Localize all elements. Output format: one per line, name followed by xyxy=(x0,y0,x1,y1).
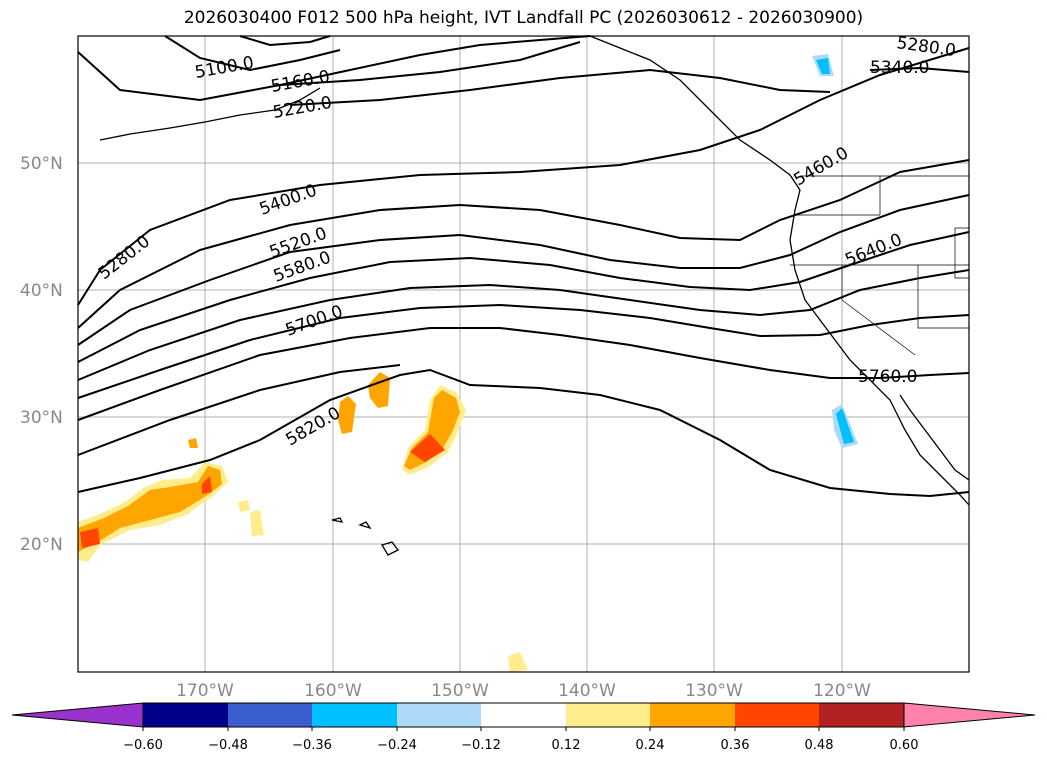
ivt-shading xyxy=(78,54,858,672)
lat-label-20n: 20°N xyxy=(20,535,63,555)
contour-label-5760: 5760.0 xyxy=(858,367,917,387)
contour-label-5340: 5340.0 xyxy=(870,58,929,78)
colorbar-tick-neg012: −0.12 xyxy=(461,738,501,753)
ivt-small2 xyxy=(250,510,264,536)
lon-label-120w: 120°W xyxy=(813,681,871,701)
lon-label-130w: 130°W xyxy=(685,681,743,701)
colorbar: −0.60 −0.48 −0.36 −0.24 −0.12 0.12 0.24 … xyxy=(11,702,1036,753)
ivt-neg2-core xyxy=(816,58,830,74)
colorbar-tick-neg060: −0.60 xyxy=(123,738,163,753)
ivt-max-west xyxy=(80,528,100,548)
colorbar-extend-left xyxy=(11,702,144,728)
contour-label-5220: 5220.0 xyxy=(271,93,333,123)
ivt-area-north xyxy=(338,396,356,434)
map-frame xyxy=(77,35,970,673)
gridlines xyxy=(78,36,969,672)
lat-labels: 20°N 30°N 40°N 50°N xyxy=(20,154,63,555)
colorbar-bin-1 xyxy=(143,703,228,727)
colorbar-bin-2 xyxy=(228,703,312,727)
colorbar-bin-5 xyxy=(481,703,566,727)
contour-label-5100: 5100.0 xyxy=(193,53,255,83)
ivt-max-center xyxy=(410,434,445,462)
colorbar-tick-024: 0.24 xyxy=(636,738,665,753)
ivt-area-west-core xyxy=(78,466,222,552)
colorbar-bin-7 xyxy=(650,703,735,727)
lon-label-150w: 150°W xyxy=(431,681,489,701)
colorbar-bin-8 xyxy=(735,703,819,727)
lon-label-160w: 160°W xyxy=(304,681,362,701)
lat-label-50n: 50°N xyxy=(20,154,63,174)
colorbar-tick-neg048: −0.48 xyxy=(208,738,248,753)
colorbar-bin-4 xyxy=(397,703,481,727)
ivt-small4 xyxy=(508,652,528,672)
chart-title: 2026030400 F012 500 hPa height, IVT Land… xyxy=(183,8,864,28)
ivt-max-west2 xyxy=(202,476,212,494)
contour-label-5280-west: 5280.0 xyxy=(95,232,154,284)
colorbar-extend-right xyxy=(903,702,1036,728)
ivt-small3 xyxy=(188,438,198,448)
contour-label-5460: 5460.0 xyxy=(791,143,853,190)
colorbar-tick-048: 0.48 xyxy=(805,738,834,753)
colorbar-bin-9 xyxy=(819,703,904,727)
lat-label-40n: 40°N xyxy=(20,281,63,301)
colorbar-tick-neg036: −0.36 xyxy=(292,738,332,753)
colorbar-bin-3 xyxy=(312,703,397,727)
ivt-neg1-core xyxy=(836,408,854,444)
colorbar-tick-060: 0.60 xyxy=(890,738,919,753)
contour-label-5160: 5160.0 xyxy=(269,67,331,97)
lat-label-30n: 30°N xyxy=(20,408,63,428)
ivt-small1 xyxy=(238,500,250,512)
ivt-area-north2 xyxy=(368,372,390,408)
height-contours xyxy=(77,35,970,498)
colorbar-bin-6 xyxy=(566,703,650,727)
state-borders xyxy=(790,175,970,356)
contour-label-5640: 5640.0 xyxy=(842,230,905,271)
colorbar-tick-036: 0.36 xyxy=(721,738,750,753)
coastlines xyxy=(99,35,970,556)
colorbar-tick-neg024: −0.24 xyxy=(377,738,417,753)
lon-label-170w: 170°W xyxy=(176,681,234,701)
colorbar-tick-012: 0.12 xyxy=(552,738,581,753)
lon-label-140w: 140°W xyxy=(558,681,616,701)
contour-label-5400: 5400.0 xyxy=(257,181,320,220)
lon-labels: 170°W 160°W 150°W 140°W 130°W 120°W xyxy=(176,681,871,701)
